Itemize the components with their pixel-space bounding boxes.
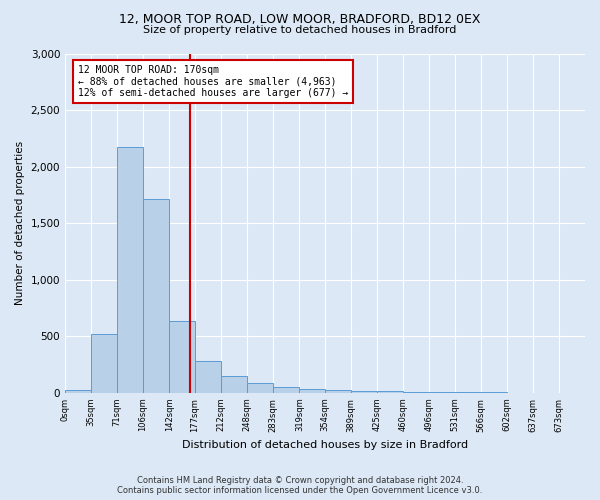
Bar xyxy=(430,392,455,393)
Bar xyxy=(91,334,117,393)
Bar xyxy=(455,392,481,393)
X-axis label: Distribution of detached houses by size in Bradford: Distribution of detached houses by size … xyxy=(182,440,468,450)
Bar xyxy=(143,198,169,393)
Bar xyxy=(169,320,195,393)
Bar xyxy=(195,361,221,393)
Bar xyxy=(117,146,143,393)
Text: 12, MOOR TOP ROAD, LOW MOOR, BRADFORD, BD12 0EX: 12, MOOR TOP ROAD, LOW MOOR, BRADFORD, B… xyxy=(119,12,481,26)
Text: Size of property relative to detached houses in Bradford: Size of property relative to detached ho… xyxy=(143,25,457,35)
Bar xyxy=(351,390,377,393)
Bar xyxy=(299,389,325,393)
Bar xyxy=(377,391,403,393)
Bar xyxy=(325,390,351,393)
Bar xyxy=(273,387,299,393)
Bar xyxy=(247,383,273,393)
Bar xyxy=(221,376,247,393)
Bar xyxy=(65,390,91,393)
Bar xyxy=(403,392,430,393)
Y-axis label: Number of detached properties: Number of detached properties xyxy=(15,142,25,306)
Text: Contains HM Land Registry data © Crown copyright and database right 2024.
Contai: Contains HM Land Registry data © Crown c… xyxy=(118,476,482,495)
Text: 12 MOOR TOP ROAD: 170sqm
← 88% of detached houses are smaller (4,963)
12% of sem: 12 MOOR TOP ROAD: 170sqm ← 88% of detach… xyxy=(78,66,349,98)
